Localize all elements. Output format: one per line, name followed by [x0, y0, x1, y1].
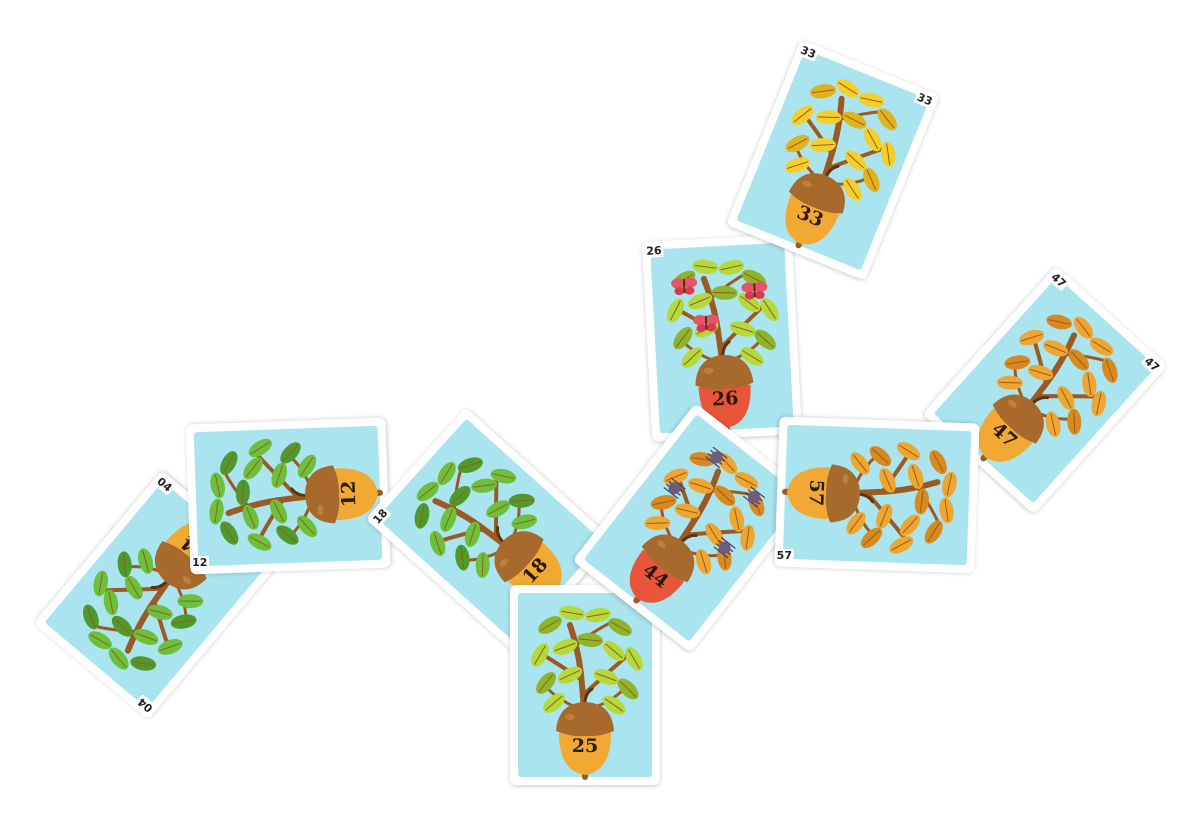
card-26[interactable]: 26 26 [641, 234, 803, 442]
card-26-butterfly-0 [671, 277, 698, 296]
card-47-art [934, 278, 1156, 502]
card-44-leaves [644, 452, 765, 575]
card-33-acorn-icon [785, 164, 845, 245]
card-12[interactable]: 12 12 [185, 417, 391, 575]
card-18-acorn-icon [494, 525, 562, 597]
card-57-leaves [846, 441, 957, 554]
card-57[interactable]: 57 57 [774, 416, 980, 574]
card-26-butterfly-1 [741, 281, 768, 300]
card-12-acorn-icon [290, 465, 378, 524]
card-33-art [737, 50, 929, 270]
card-44-spider-3 [713, 536, 736, 559]
card-57-acorn-icon [787, 464, 875, 523]
card-18-leaves [414, 457, 538, 579]
card-44[interactable]: 44 [572, 403, 814, 653]
card-26-butterfly-2 [693, 314, 720, 333]
card-44-acorn-icon [629, 533, 698, 603]
card-12-leaves [209, 438, 318, 551]
card-33[interactable]: 33 33 33 [726, 39, 940, 281]
card-12-art [193, 425, 383, 567]
card-47[interactable]: 47 47 47 [922, 265, 1168, 515]
card-25[interactable]: 25 [510, 585, 660, 785]
card-47-acorn-icon [978, 394, 1050, 462]
card-25-art [518, 593, 652, 780]
card-57-art [782, 424, 972, 566]
card-04-leaves [82, 548, 204, 671]
card-47-leaves [996, 314, 1118, 438]
card-18[interactable]: 18 18 [365, 407, 615, 653]
card-44-art [584, 415, 802, 641]
card-12-corner-top: 12 [190, 555, 210, 569]
card-18-art [378, 419, 602, 641]
card-44-spider-2 [663, 477, 686, 499]
card-25-number: 25 [571, 735, 599, 757]
card-25-acorn-icon [556, 687, 614, 775]
card-44-spider-1 [742, 486, 766, 508]
card-33-leaves [784, 79, 897, 201]
card-25-leaves [531, 605, 643, 715]
card-44-spider-0 [705, 446, 728, 469]
card-26-corner-top: 26 [644, 243, 664, 258]
card-26-art [650, 242, 794, 434]
card-57-corner-bottom: 57 [774, 548, 795, 562]
